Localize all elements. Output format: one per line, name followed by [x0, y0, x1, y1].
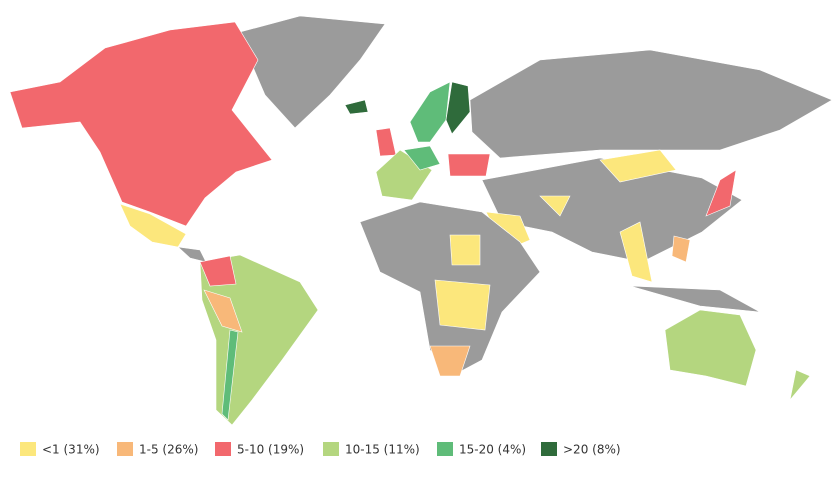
chile [221, 329, 239, 421]
legend-label: 5-10 (19%) [237, 443, 304, 457]
sweden-finland [445, 81, 471, 135]
colombia [199, 255, 237, 287]
legend-swatch [117, 442, 133, 456]
south-africa [429, 345, 471, 377]
uk [375, 127, 397, 157]
legend-label: 10-15 (11%) [345, 443, 420, 457]
africa-yellow-1 [449, 234, 481, 266]
legend-label: <1 (31%) [42, 443, 100, 457]
iceland [344, 99, 369, 115]
countries [9, 15, 833, 426]
indonesia [629, 285, 761, 313]
north-america [9, 21, 273, 227]
new-zealand [789, 369, 811, 401]
legend: <1 (31%) 1-5 (26%) 5-10 (19%) 10-15 (11%) 15… [20, 442, 621, 457]
philippines [671, 235, 691, 263]
legend-swatch [541, 442, 557, 456]
greenland [239, 15, 386, 129]
legend-swatch [20, 442, 36, 456]
australia [664, 309, 757, 387]
japan [705, 169, 737, 217]
mongolia [599, 149, 677, 183]
peru [203, 289, 243, 333]
legend-label: 1-5 (26%) [139, 443, 198, 457]
africa-yellow-2 [434, 279, 491, 331]
scandinavia [409, 81, 451, 143]
central-america [177, 246, 207, 263]
legend-label: 15-20 (4%) [459, 443, 526, 457]
afghanistan [539, 195, 571, 217]
legend-swatch [215, 442, 231, 456]
southeast-asia [619, 221, 653, 283]
central-europe [403, 145, 441, 171]
legend-swatch [323, 442, 339, 456]
legend-label: >20 (8%) [563, 443, 621, 457]
ukraine [447, 153, 491, 177]
legend-swatch [437, 442, 453, 456]
russia [469, 49, 833, 159]
